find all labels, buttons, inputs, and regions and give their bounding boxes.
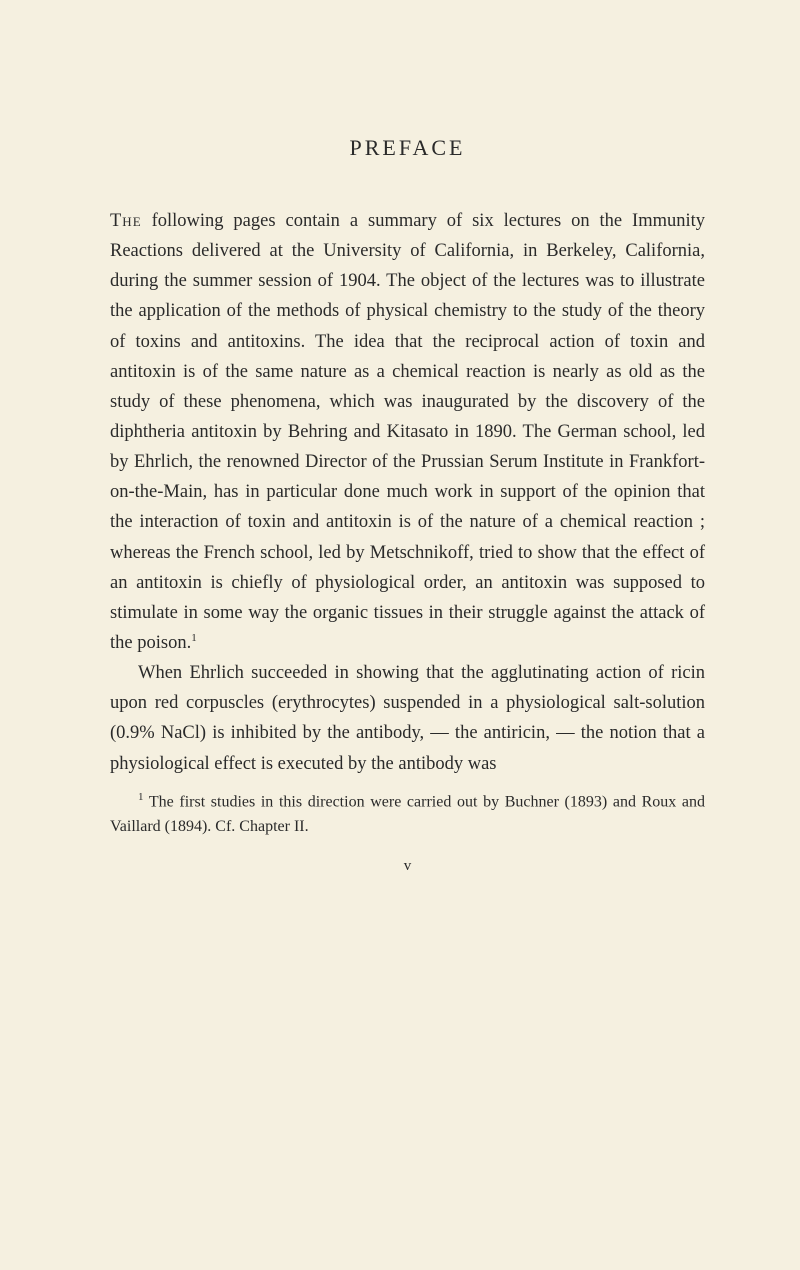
p1-text: following pages contain a summary of six…	[110, 211, 705, 653]
footnote: 1 The first studies in this direction we…	[110, 789, 705, 840]
footnote-text: The first studies in this direction were…	[110, 793, 705, 835]
body-text: The following pages contain a summary of…	[110, 206, 705, 779]
page-number: v	[110, 858, 705, 875]
first-word: The	[110, 211, 142, 231]
footnote-section: 1 The first studies in this direction we…	[110, 789, 705, 840]
paragraph-1: The following pages contain a summary of…	[110, 206, 705, 658]
footnote-marker-inline: 1	[191, 632, 197, 644]
page-title: PREFACE	[110, 135, 705, 161]
paragraph-2: When Ehrlich succeeded in showing that t…	[110, 658, 705, 779]
